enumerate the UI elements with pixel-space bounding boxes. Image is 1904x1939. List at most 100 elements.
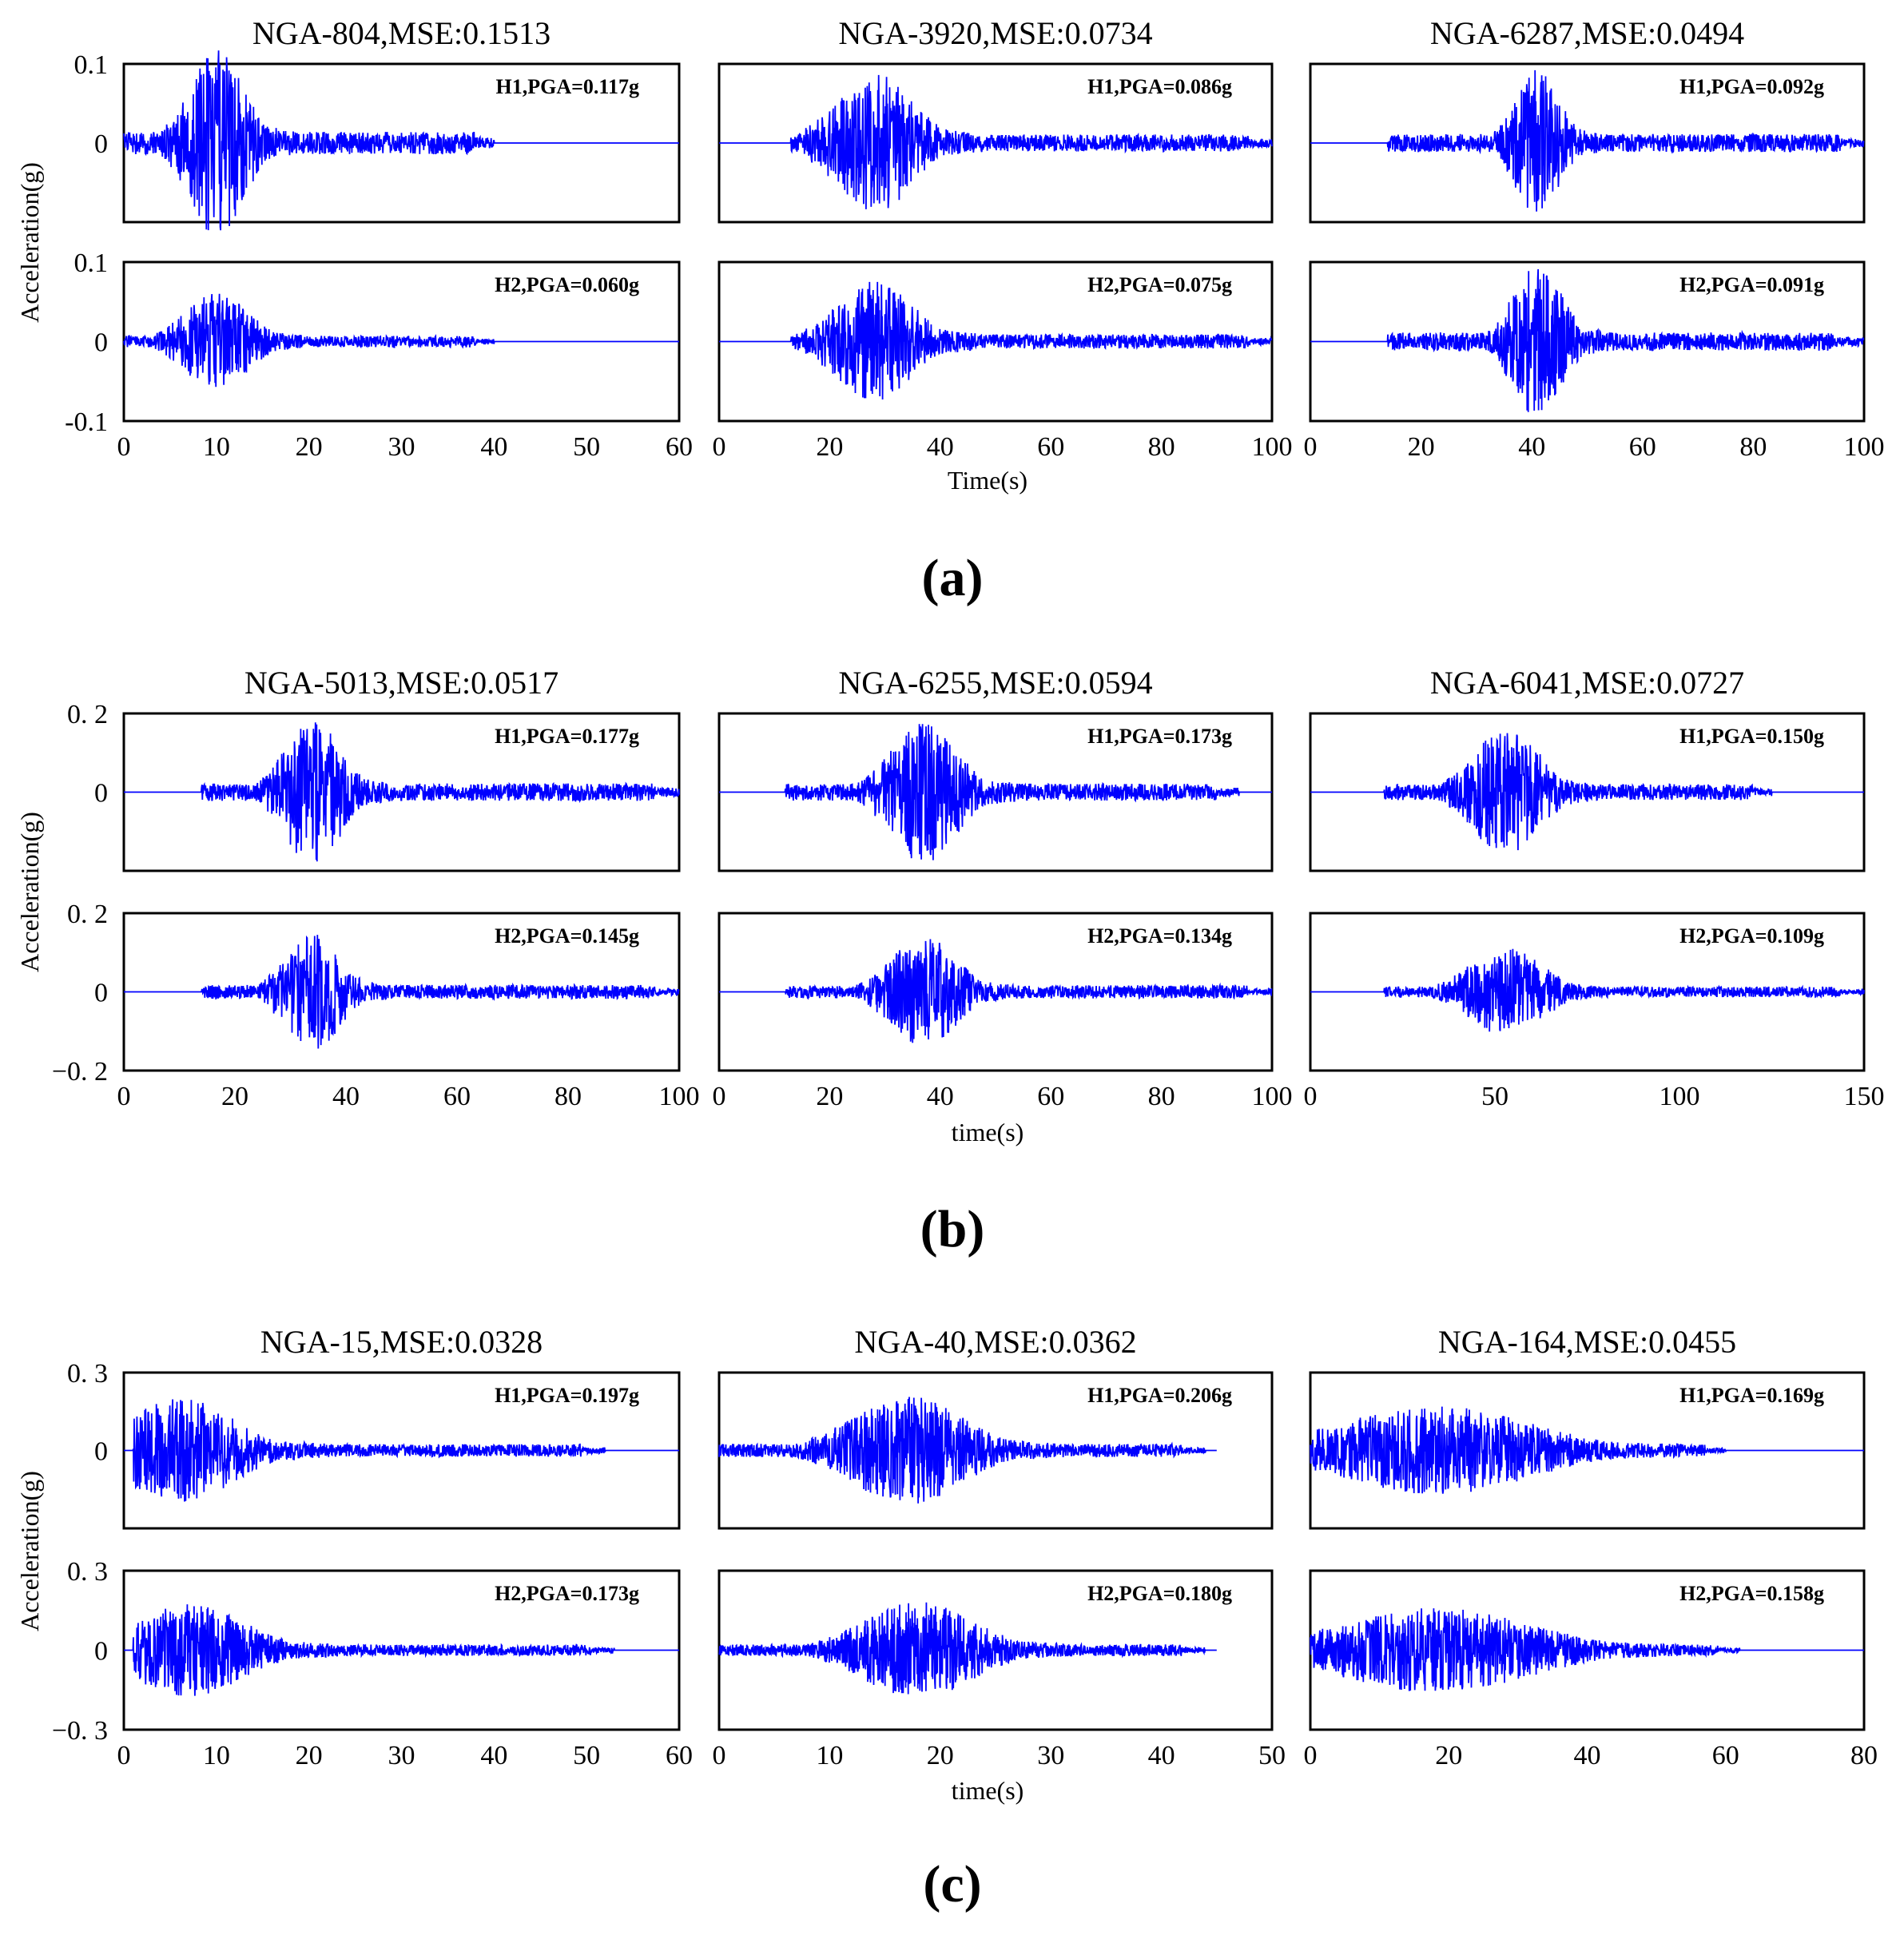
x-tick-label: 0: [1304, 432, 1318, 462]
subplot-6: NGA-6041,MSE:0.0727 H1,PGA=0.150g H2,PGA=0…: [1304, 665, 1885, 1111]
x-tick-label: 80: [1148, 432, 1175, 462]
acceleration-trace-h1: [718, 1397, 1217, 1504]
x-tick-label: 80: [1148, 1082, 1175, 1111]
x-tick-label: 30: [388, 1741, 415, 1770]
y-tick-label: 0.1: [74, 50, 109, 80]
x-tick-label: 0: [713, 432, 726, 462]
acceleration-trace-h2: [124, 1604, 679, 1696]
x-tick-label: 60: [1712, 1741, 1739, 1770]
x-tick-label: 50: [1258, 1741, 1286, 1770]
x-tick-label: 40: [927, 432, 954, 462]
y-axis-label: Acceleration(g): [15, 1471, 44, 1631]
x-tick-label: 40: [480, 1741, 507, 1770]
x-tick-label: 60: [666, 1741, 693, 1770]
pga-label: H1,PGA=0.177g: [495, 725, 639, 748]
x-axis-label: Time(s): [948, 466, 1028, 495]
y-tick-label: 0: [94, 779, 108, 809]
x-tick-label: 60: [1037, 432, 1064, 462]
pga-label: H2,PGA=0.134g: [1087, 924, 1232, 948]
x-tick-label: 30: [388, 432, 415, 462]
x-tick-label: 0: [117, 432, 131, 462]
acceleration-trace-h1: [124, 722, 680, 862]
x-tick-label: 40: [1518, 432, 1545, 462]
y-tick-label: -0.1: [65, 407, 108, 437]
x-tick-label: 100: [1660, 1082, 1700, 1111]
y-tick-label: 0: [94, 129, 108, 159]
subplot-title: NGA-6255,MSE:0.0594: [838, 665, 1152, 701]
x-tick-label: 20: [816, 432, 843, 462]
pga-label: H2,PGA=0.109g: [1679, 924, 1824, 948]
subplot-1: NGA-804,MSE:0.1513 H1,PGA=0.117g 0.1 0 H2,PG…: [15, 15, 693, 462]
pga-label: H1,PGA=0.117g: [496, 75, 640, 98]
panel-label: (a): [922, 549, 984, 607]
x-tick-label: 20: [927, 1741, 954, 1770]
x-tick-label: 150: [1844, 1082, 1885, 1111]
acceleration-trace-h1: [719, 74, 1273, 209]
x-tick-label: 50: [573, 432, 600, 462]
acceleration-trace-h2: [1310, 1608, 1864, 1691]
x-tick-label: 60: [1037, 1082, 1064, 1111]
x-tick-label: 0: [1304, 1082, 1318, 1111]
x-tick-label: 20: [1435, 1741, 1462, 1770]
x-tick-label: 20: [296, 432, 323, 462]
pga-label: H1,PGA=0.150g: [1679, 725, 1824, 748]
x-tick-label: 10: [203, 1741, 230, 1770]
pga-label: H2,PGA=0.180g: [1087, 1582, 1232, 1605]
acceleration-trace-h1: [1310, 1406, 1864, 1494]
pga-label: H1,PGA=0.169g: [1679, 1384, 1824, 1407]
x-tick-label: 10: [816, 1741, 843, 1770]
subplot-title: NGA-15,MSE:0.0328: [260, 1324, 543, 1360]
x-tick-label: 50: [573, 1741, 600, 1770]
x-tick-label: 80: [1739, 432, 1767, 462]
acceleration-trace-h1: [1310, 70, 1865, 212]
acceleration-trace-h2: [123, 293, 679, 387]
pga-label: H1,PGA=0.206g: [1087, 1384, 1232, 1407]
acceleration-trace-h2: [718, 1602, 1217, 1695]
y-tick-label: 0: [94, 1637, 108, 1667]
pga-label: H1,PGA=0.092g: [1679, 75, 1824, 98]
pga-label: H2,PGA=0.173g: [495, 1582, 639, 1605]
pga-label: H2,PGA=0.158g: [1679, 1582, 1824, 1605]
x-tick-label: 30: [1037, 1741, 1064, 1770]
subplot-title: NGA-804,MSE:0.1513: [252, 15, 551, 51]
y-tick-label: 0. 3: [67, 1557, 108, 1587]
panel-label: (c): [923, 1855, 981, 1913]
x-tick-label: 40: [927, 1082, 954, 1111]
y-axis-label: Acceleration(g): [15, 812, 44, 972]
subplot-5: NGA-6255,MSE:0.0594 H1,PGA=0.173g H2,PGA=0…: [713, 665, 1293, 1146]
pga-label: H1,PGA=0.086g: [1087, 75, 1232, 98]
acceleration-trace-h1: [719, 724, 1272, 860]
x-tick-label: 20: [221, 1082, 248, 1111]
panel-label: (b): [920, 1200, 985, 1258]
x-tick-label: 40: [332, 1082, 360, 1111]
x-tick-label: 40: [1574, 1741, 1601, 1770]
subplot-2: NGA-3920,MSE:0.0734 H1,PGA=0.086g H2,PGA=0…: [713, 15, 1293, 495]
y-tick-label: 0.1: [74, 248, 109, 278]
x-tick-label: 40: [1148, 1741, 1175, 1770]
subplot-title: NGA-164,MSE:0.0455: [1438, 1324, 1736, 1360]
x-tick-label: 10: [203, 432, 230, 462]
y-tick-label: 0: [94, 979, 108, 1008]
y-tick-label: −0. 2: [52, 1057, 108, 1087]
y-tick-label: 0: [94, 1437, 108, 1467]
y-tick-label: 0. 3: [67, 1359, 108, 1389]
acceleration-trace-h1: [124, 1399, 679, 1502]
acceleration-trace-h2: [719, 281, 1273, 400]
y-tick-label: 0. 2: [67, 900, 108, 929]
x-tick-label: 0: [117, 1082, 131, 1111]
x-tick-label: 20: [296, 1741, 323, 1770]
pga-label: H2,PGA=0.060g: [495, 273, 639, 296]
y-tick-label: 0. 2: [67, 700, 108, 729]
acceleration-trace-h2: [1310, 268, 1865, 412]
pga-label: H2,PGA=0.145g: [495, 924, 639, 948]
x-axis-label: time(s): [952, 1118, 1024, 1146]
x-tick-label: 0: [1304, 1741, 1318, 1770]
acceleration-trace-h1: [123, 50, 679, 231]
acceleration-trace-h2: [124, 935, 680, 1049]
x-tick-label: 100: [1252, 1082, 1293, 1111]
acceleration-trace-h1: [1310, 733, 1864, 851]
subplot-8: NGA-40,MSE:0.0362 H1,PGA=0.206g H2,PGA=0.1…: [713, 1324, 1286, 1805]
subplot-title: NGA-3920,MSE:0.0734: [838, 15, 1152, 51]
x-tick-label: 0: [713, 1741, 726, 1770]
